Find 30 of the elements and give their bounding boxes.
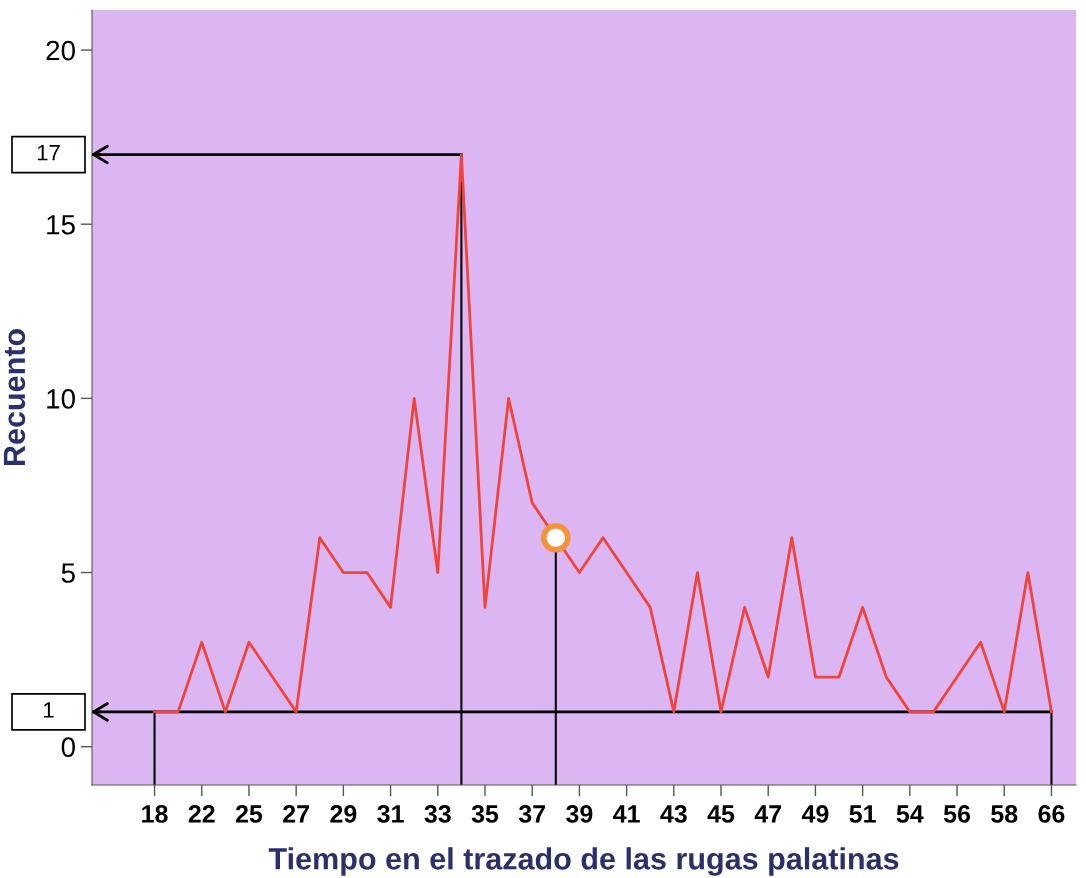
x-tick-label: 27: [283, 805, 309, 823]
x-tick-label: 47: [754, 805, 782, 823]
x-tick-label: 51: [849, 805, 876, 823]
x-tick-label: 39: [566, 805, 593, 823]
line-series: [153, 153, 1053, 714]
y-tick-label: 20: [46, 40, 75, 61]
x-tick-label: 37: [518, 805, 545, 823]
y-tick-label: 15: [47, 215, 75, 235]
y-tick-label: 0: [61, 737, 75, 758]
x-tick-label: 35: [471, 805, 499, 823]
x-tick-label: 56: [943, 805, 971, 823]
x-tick-label: 54: [896, 805, 924, 823]
x-tick-label: 43: [660, 805, 687, 823]
y-tick-label: 10: [47, 389, 75, 409]
y-tick-label: 5: [61, 563, 75, 583]
ref-line-label: 1: [44, 702, 54, 718]
x-tick-label: 22: [188, 805, 215, 823]
x-tick-label: 18: [142, 805, 168, 823]
x-tick-label: 33: [424, 805, 451, 823]
x-tick-label: 41: [613, 805, 640, 823]
x-tick-label: 25: [235, 805, 263, 823]
ref-line-label: 17: [37, 145, 60, 161]
x-tick-label: 45: [707, 805, 735, 823]
x-axis-title: Tiempo en el trazado de las rugas palatinas: [268, 847, 899, 876]
y-axis-title: Recuento: [3, 329, 26, 466]
x-tick-label: 66: [1038, 805, 1065, 823]
x-tick-label: 49: [801, 805, 829, 823]
x-tick-label: 29: [330, 805, 357, 823]
x-tick-label: 58: [991, 805, 1018, 823]
x-tick-label: 31: [377, 805, 404, 823]
